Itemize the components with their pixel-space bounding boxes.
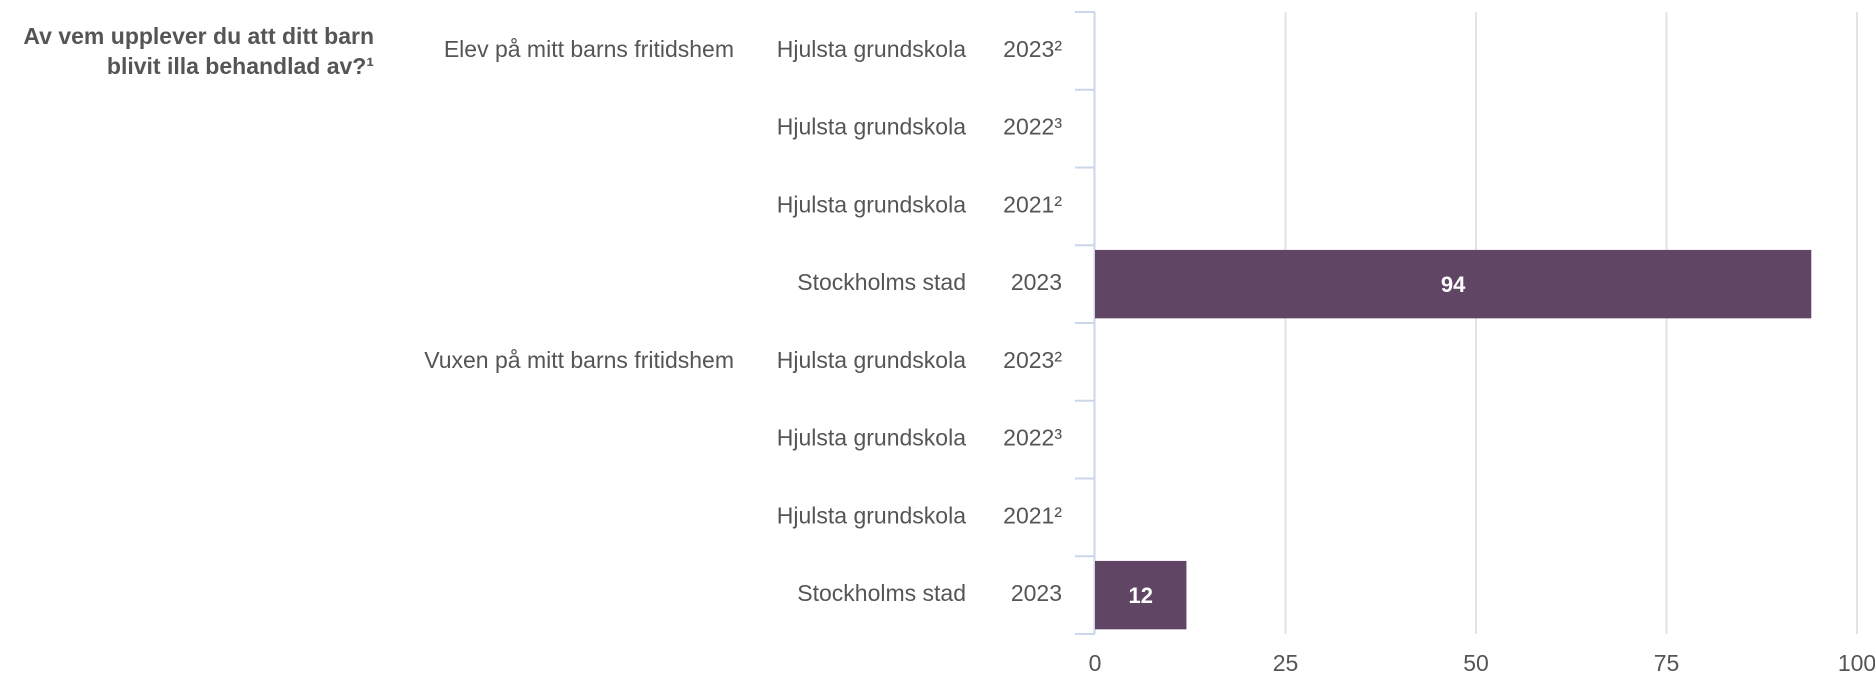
year-label: 2023² [1003, 36, 1062, 62]
x-tick-label: 50 [1463, 650, 1489, 676]
year-label: 2021² [1003, 191, 1062, 217]
bar [1095, 249, 1812, 319]
unit-label: Hjulsta grundskola [777, 36, 966, 62]
year-label: 2022³ [1003, 114, 1062, 140]
bar [1095, 560, 1187, 630]
unit-label: Hjulsta grundskola [777, 425, 966, 451]
chart-title: Av vem upplever du att ditt barn [23, 23, 374, 49]
group-label: Vuxen på mitt barns fritidshem [424, 347, 734, 373]
unit-label: Hjulsta grundskola [777, 114, 966, 140]
value-label: 94 [1441, 272, 1466, 297]
chart-title: blivit illa behandlad av?¹ [107, 53, 374, 79]
value-label: 12 [1128, 583, 1152, 608]
x-tick-label: 75 [1654, 650, 1680, 676]
unit-label: Stockholms stad [797, 580, 966, 606]
year-label: 2023 [1011, 269, 1062, 295]
unit-label: Hjulsta grundskola [777, 502, 966, 528]
x-tick-label: 100 [1838, 650, 1875, 676]
year-label: 2022³ [1003, 425, 1062, 451]
group-label: Elev på mitt barns fritidshem [444, 36, 734, 62]
unit-label: Hjulsta grundskola [777, 191, 966, 217]
x-tick-label: 0 [1089, 650, 1102, 676]
unit-label: Hjulsta grundskola [777, 347, 966, 373]
unit-label: Stockholms stad [797, 269, 966, 295]
x-tick-label: 25 [1273, 650, 1299, 676]
year-label: 2021² [1003, 502, 1062, 528]
year-label: 2023² [1003, 347, 1062, 373]
year-label: 2023 [1011, 580, 1062, 606]
